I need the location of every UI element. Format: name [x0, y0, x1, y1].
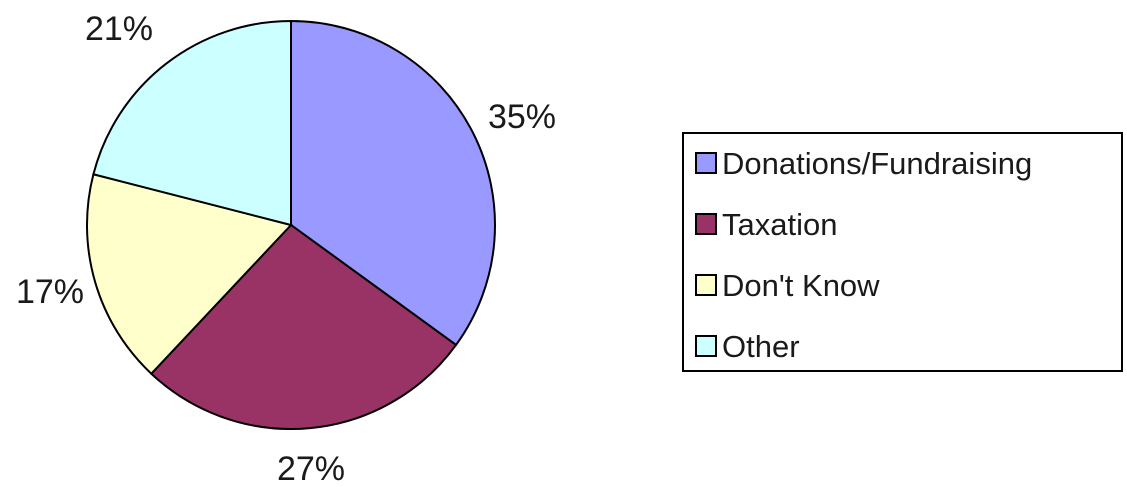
legend-items: Donations/Fundraising Taxation Don't Know O…: [695, 146, 1032, 364]
legend-label-donations-fundraising: Donations/Fundraising: [722, 146, 1032, 181]
legend-label-other: Other: [722, 329, 800, 364]
legend-swatch-don-t-know: [695, 274, 717, 296]
legend-box: [682, 132, 1123, 372]
pie-slices: [86, 19, 496, 430]
pct-label-other: 21%: [85, 10, 153, 48]
legend-swatch-other: [695, 335, 717, 357]
pie-slice-donations-fundraising: [290, 19, 496, 347]
legend-swatch-donations-fundraising: [695, 152, 717, 174]
legend-label-taxation: Taxation: [722, 207, 837, 242]
legend-swatch-taxation: [695, 213, 717, 235]
pie-slice-don-t-know: [86, 173, 293, 376]
pct-label-don-t-know: 17%: [16, 273, 84, 311]
pie-slice-taxation: [149, 223, 458, 430]
legend: Donations/Fundraising Taxation Don't Know O…: [682, 132, 1123, 372]
legend-label-don-t-know: Don't Know: [722, 268, 880, 303]
pct-label-donations-fundraising: 35%: [488, 98, 556, 136]
pct-label-taxation: 27%: [277, 450, 345, 487]
percentage-labels: 35% 27% 17% 21%: [16, 10, 556, 487]
pie-slice-other: [92, 19, 292, 227]
